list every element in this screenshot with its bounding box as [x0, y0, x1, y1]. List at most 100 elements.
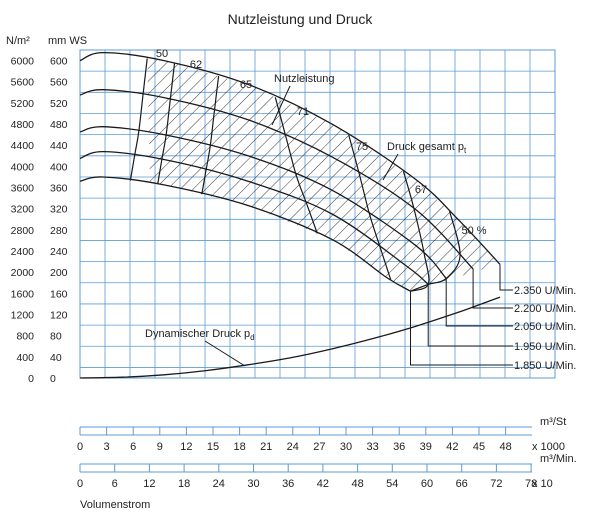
pressure-tick-label: 5600 [11, 77, 35, 89]
x-axis-2-tick-label: 48 [351, 478, 363, 490]
dynamic-pressure-leader [204, 340, 246, 367]
speed-label: 2.050 U/Min. [514, 321, 576, 333]
x-axis-2-tick-label: 24 [213, 478, 225, 490]
pressure-tick-label: 800 [16, 331, 34, 343]
x-axis-1-tick-label: 3 [104, 441, 110, 453]
x-axis-2-multiplier: x 10 [532, 478, 553, 490]
x-axis-1-tick-label: 33 [366, 441, 378, 453]
pressure-axis-ticks: 6000560052004800440040003600320028002400… [11, 56, 35, 385]
x-axis-1-tick-label: 9 [157, 441, 163, 453]
x-axis-1-tick-label: 30 [340, 441, 352, 453]
head-tick-label: 240 [50, 246, 68, 258]
speed-label: 1.950 U/Min. [514, 341, 576, 353]
x-axis-1-tick-label: 27 [313, 441, 325, 453]
speed-leader-line [445, 278, 513, 327]
head-tick-label: 600 [50, 56, 68, 68]
x-axis-2-tick-label: 60 [421, 478, 433, 490]
x-axis-2-tick-label: 6 [112, 478, 118, 490]
pressure-tick-label: 2000 [11, 267, 35, 279]
speed-label: 1.850 U/Min. [514, 360, 576, 372]
pressure-tick-label: 3200 [11, 204, 35, 216]
hatch-area [147, 58, 500, 292]
speed-curve [79, 89, 474, 270]
x-axis-2-tick-label: 66 [456, 478, 468, 490]
efficiency-line [348, 135, 392, 281]
head-tick-label: 320 [50, 204, 68, 216]
efficiency-line [402, 171, 430, 292]
chart-title: Nutzleistung und Druck [228, 11, 374, 27]
efficiency-label: 50 % [461, 225, 486, 237]
x-axis-1-tick-label: 12 [180, 441, 192, 453]
x-axis-1-tick-label: 39 [420, 441, 432, 453]
pressure-tick-label: 4800 [11, 119, 35, 131]
x-axis-2-tick-label: 72 [490, 478, 502, 490]
pressure-unit-label: N/m² [6, 35, 30, 47]
speed-curve [79, 51, 501, 265]
x-axis-1-tick-label: 45 [473, 441, 485, 453]
x-axis-2-unit: m³/Min. [540, 453, 577, 465]
efficiency-label: 71 [297, 106, 309, 118]
useful-power-leader [271, 85, 291, 126]
head-tick-label: 360 [50, 183, 68, 195]
x-axis-2-tick-label: 30 [247, 478, 259, 490]
x-axis-1-tick-label: 48 [499, 441, 511, 453]
x-axis-2-tick-label: 36 [282, 478, 294, 490]
speed-leader-line [472, 269, 513, 309]
efficiency-line [157, 63, 176, 185]
head-tick-label: 520 [50, 98, 68, 110]
speed-labels: 2.350 U/Min. 2.200 U/Min. 2.050 U/Min. 1.95… [410, 264, 576, 372]
pressure-tick-label: 0 [28, 373, 34, 385]
useful-power-label: Nutzleistung [274, 73, 335, 85]
x-axis-2-tick-label: 78 [525, 478, 537, 490]
efficiency-label: 67 [415, 184, 427, 196]
x-axis-2-tick-label: 18 [178, 478, 190, 490]
head-unit-label: mm WS [48, 35, 87, 47]
speed-leader-line [499, 264, 513, 291]
head-tick-label: 480 [50, 119, 68, 131]
head-tick-label: 200 [50, 267, 68, 279]
efficiency-line [201, 76, 220, 195]
efficiency-line [129, 58, 148, 181]
efficiency-label: 75 [356, 141, 368, 153]
x-axis-1-multiplier: x 1000 [532, 441, 565, 453]
efficiency-label: 65 [240, 79, 252, 91]
x-axis-1-tick-label: 42 [446, 441, 458, 453]
x-axis-2-tick-label: 54 [386, 478, 398, 490]
speed-label: 2.350 U/Min. [514, 285, 576, 297]
pressure-tick-label: 3600 [11, 183, 35, 195]
speed-curve [79, 176, 411, 292]
head-tick-label: 80 [50, 331, 62, 343]
head-tick-label: 400 [50, 161, 68, 173]
x-axis-2-tick-label: 12 [143, 478, 155, 490]
speed-leader-line [410, 291, 513, 366]
pressure-tick-label: 2400 [11, 246, 35, 258]
head-axis-ticks: 6005605204804404003603202802402001601208… [50, 56, 68, 385]
speed-curve [79, 126, 447, 279]
x-axis-2-tick-label: 0 [77, 478, 83, 490]
pressure-tick-label: 1600 [11, 288, 35, 300]
x-axis-1-tick-label: 36 [393, 441, 405, 453]
x-axis-1-tick-label: 15 [207, 441, 219, 453]
dynamic-pressure-subscript: d [250, 333, 254, 342]
head-tick-label: 0 [50, 373, 56, 385]
speed-leader-line [427, 284, 513, 347]
pressure-tick-label: 4400 [11, 140, 35, 152]
total-pressure-leader [382, 153, 399, 181]
efficiency-labels: 50 62 65 71 75 67 50 % [156, 48, 487, 237]
head-tick-label: 160 [50, 288, 68, 300]
x-axis-1-tick-label: 18 [233, 441, 245, 453]
x-axis-1-tick-label: 0 [77, 441, 83, 453]
pressure-tick-label: 2800 [11, 225, 35, 237]
pressure-tick-label: 6000 [11, 56, 35, 68]
x-axis-1-unit: m³/St [540, 416, 566, 428]
pressure-tick-label: 5200 [11, 98, 35, 110]
pressure-tick-label: 400 [16, 352, 34, 364]
total-pressure-label: Druck gesamt pt [387, 141, 467, 155]
efficiency-label: 50 [156, 48, 168, 60]
head-tick-label: 560 [50, 77, 68, 89]
x-axis-1-tick-label: 24 [287, 441, 299, 453]
head-tick-label: 120 [50, 310, 68, 322]
x-axis-1-tick-label: 6 [130, 441, 136, 453]
plot-frame [79, 49, 556, 379]
